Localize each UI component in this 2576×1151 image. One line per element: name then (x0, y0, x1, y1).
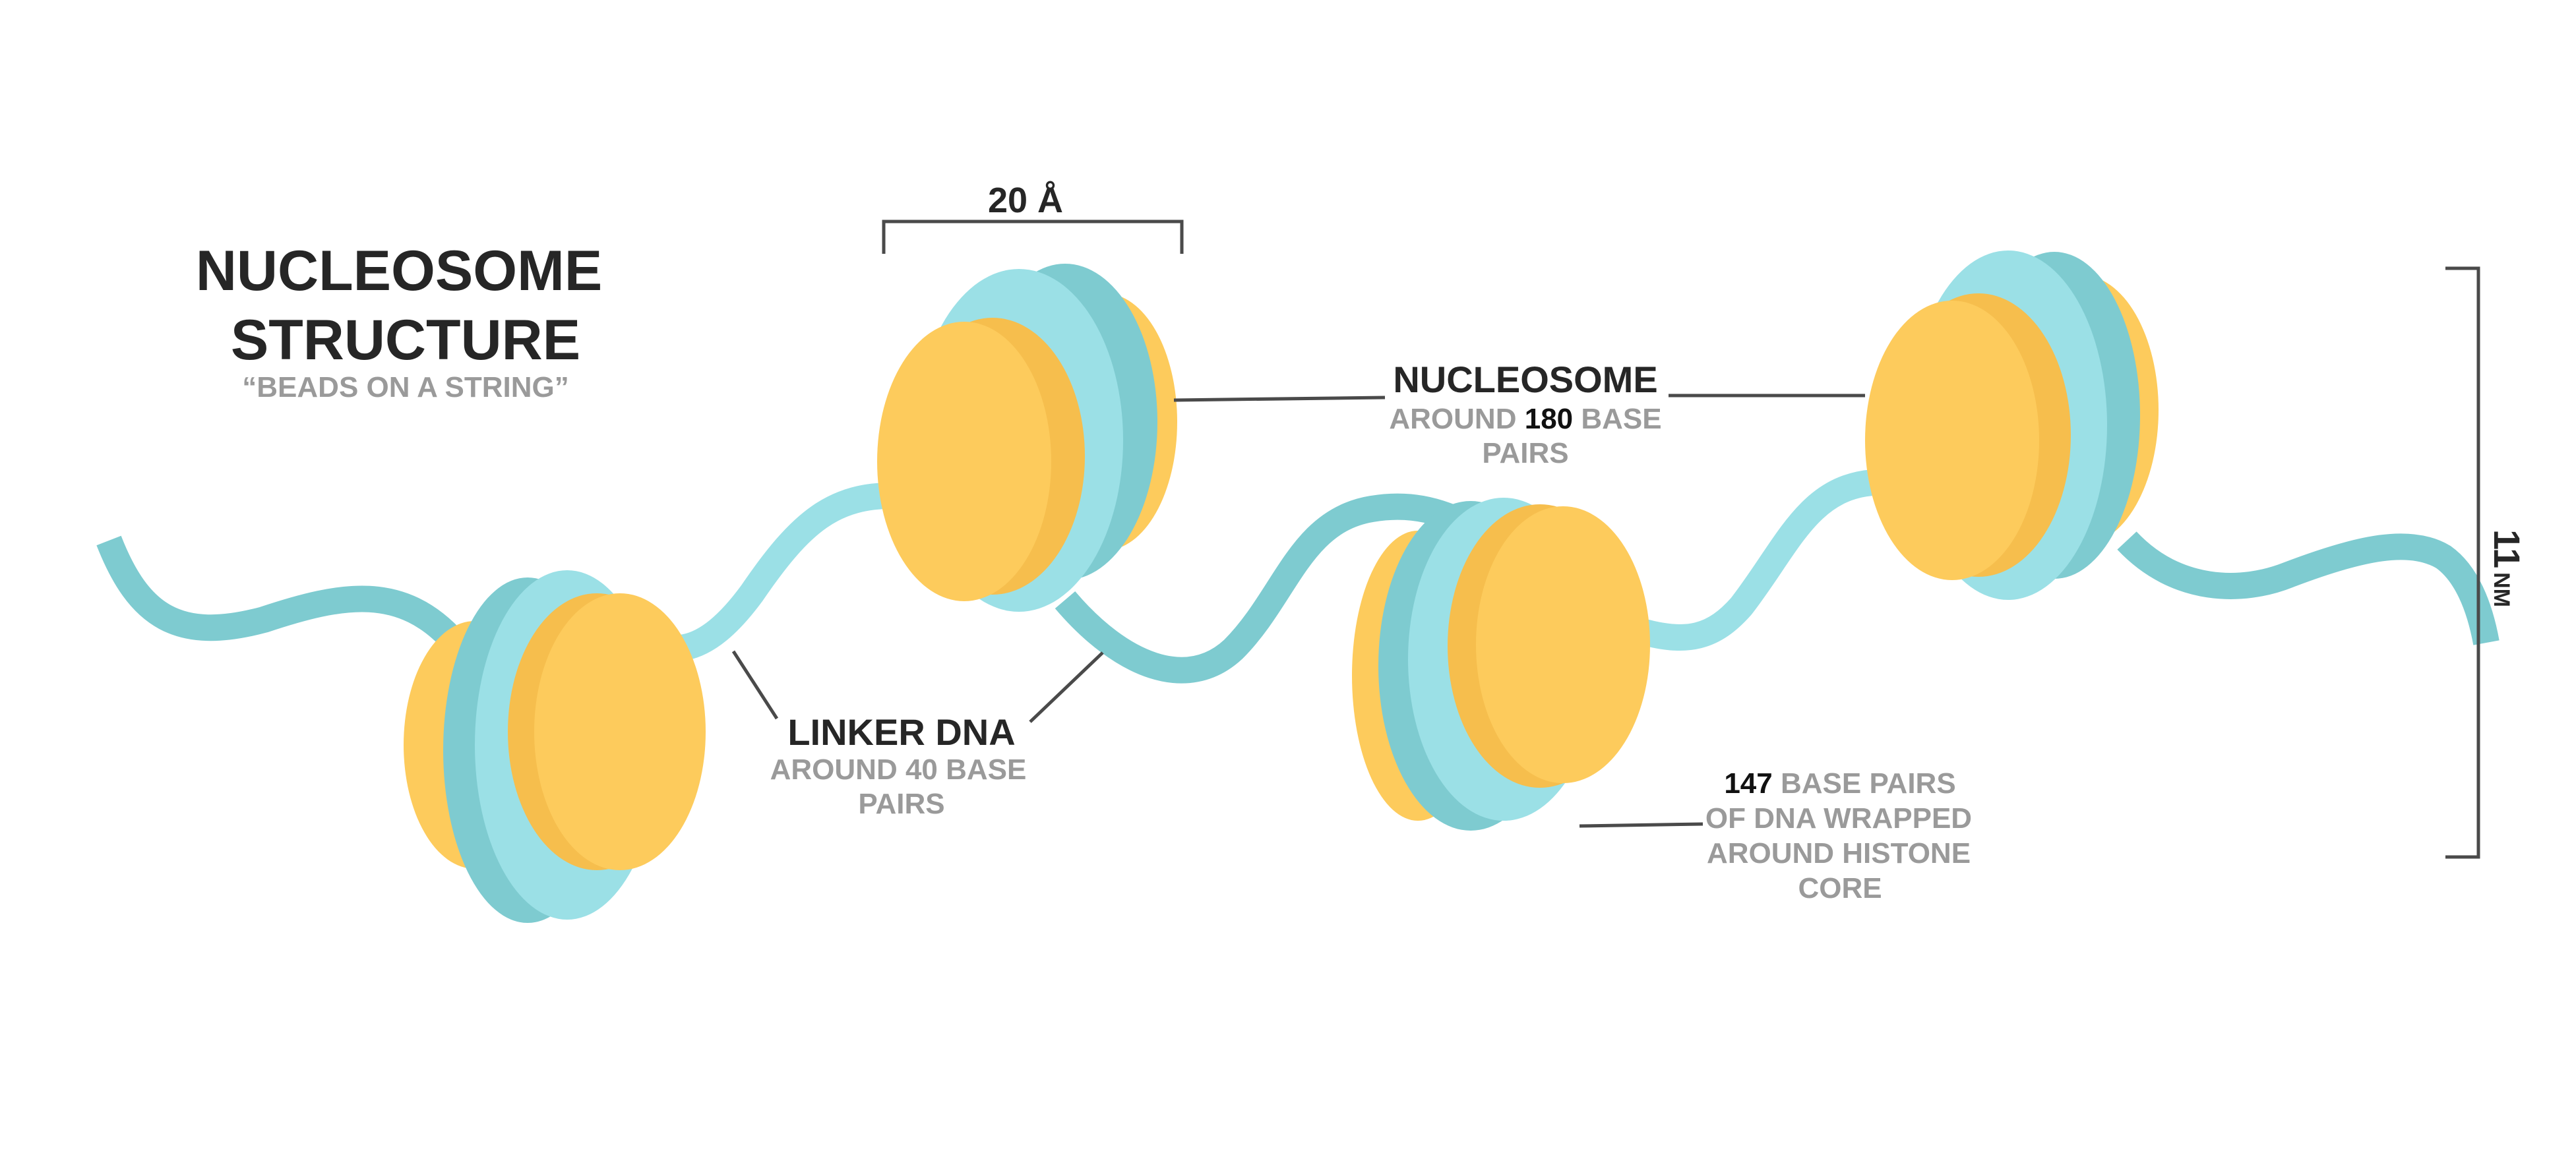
height-scale-label: 11 NM (2486, 529, 2528, 607)
wrapped-dna-line-3: AROUND HISTONE (1707, 837, 1971, 870)
linker-leader-right (1029, 651, 1104, 723)
wrapped-dna-line-4: CORE (1798, 872, 1882, 904)
linker-dna-line-2: PAIRS (858, 788, 944, 820)
dna-linker-2 (1055, 493, 1498, 684)
nucleosome-leader-left (1173, 396, 1386, 402)
linker-leader-left (731, 650, 779, 720)
linker-dna-label: LINKER DNA AROUND 40 BASE PAIRS (731, 650, 1104, 820)
wrapped-dna-leader (1579, 822, 1703, 828)
nucleosome-bead-1 (404, 570, 706, 923)
nucleosome-label-title: NUCLEOSOME (1393, 359, 1657, 400)
dna-linker-3 (1632, 469, 1875, 651)
title-subtitle: “BEADS ON A STRING” (242, 371, 568, 403)
nucleosome-line1-number: 180 (1525, 403, 1573, 435)
nucleosome-label-line-1: AROUND 180 BASE (1389, 403, 1661, 435)
dna-right-tail (2117, 531, 2499, 645)
nucleosome-bead-2 (877, 264, 1177, 612)
nucleosome-bead-3 (1352, 498, 1650, 831)
width-scale-label: 20 Å (988, 181, 1063, 220)
linker-dna-title: LINKER DNA (787, 711, 1015, 753)
width-bracket-line (882, 220, 1184, 254)
wrapped-dna-line-2: OF DNA WRAPPED (1705, 802, 1972, 835)
nucleosome-line1-prefix: AROUND (1389, 403, 1516, 435)
width-scale-bracket: 20 Å (882, 181, 1184, 254)
diagram-title: NUCLEOSOME STRUCTURE “BEADS ON A STRING” (196, 239, 602, 403)
nucleosome-label-line-2: PAIRS (1482, 437, 1568, 469)
title-line-2: STRUCTURE (231, 309, 580, 372)
height-scale-number: 11 (2486, 529, 2528, 568)
height-scale-unit: NM (2489, 572, 2514, 607)
nucleosome-label: NUCLEOSOME AROUND 180 BASE PAIRS (1173, 359, 1865, 469)
wrapped-dna-line1-suffix: BASE PAIRS (1781, 767, 1956, 800)
nucleosome-bead-4 (1865, 251, 2159, 600)
wrapped-dna-label: 147 BASE PAIRS OF DNA WRAPPED AROUND HIS… (1579, 767, 1972, 904)
height-scale-bracket: 11 NM (2445, 266, 2528, 859)
dna-left-tail (96, 535, 465, 652)
title-line-1: NUCLEOSOME (196, 239, 602, 303)
wrapped-dna-line-1: 147 BASE PAIRS (1724, 767, 1955, 800)
height-bracket-line (2445, 266, 2480, 859)
linker-dna-line-1: AROUND 40 BASE (770, 753, 1027, 786)
nucleosome-line1-suffix: BASE (1581, 403, 1661, 435)
wrapped-dna-number: 147 (1724, 767, 1772, 800)
